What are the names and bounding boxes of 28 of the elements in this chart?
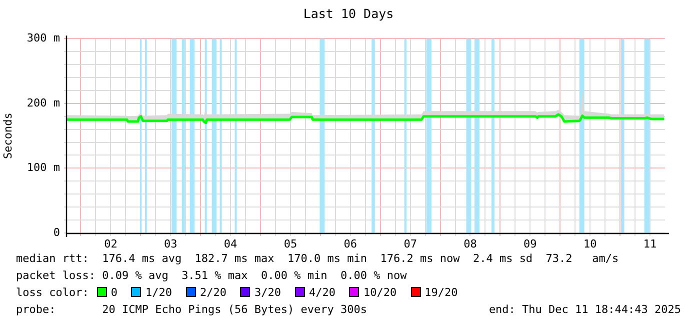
x-tick-label: 10 <box>583 237 597 250</box>
legend-label: 19/20 <box>424 286 458 299</box>
text: median rtt: 176.4 ms avg 182.7 ms max 170.0 ms min 176.2 ms now 2.4 ms sd 73.2 am/s <box>16 252 619 265</box>
x-tick-label: 09 <box>524 237 537 250</box>
text: probe: 20 ICMP Echo Pings (56 Bytes) every 300s <box>16 303 367 316</box>
y-tick-label: 100 m <box>26 161 60 174</box>
legend-label: 10/20 <box>363 286 397 299</box>
text: end: Thu Dec 11 18:44:43 2025 <box>488 303 681 316</box>
legend-label: 4/20 <box>308 286 336 299</box>
legend-label: 2/20 <box>200 286 226 299</box>
x-tick-label: 02 <box>104 237 118 250</box>
legend-label: 0 <box>110 286 118 299</box>
y-axis-title: Seconds <box>1 112 14 159</box>
x-tick-label: 07 <box>404 237 417 250</box>
legend-title: loss color: <box>16 286 89 299</box>
x-tick-label: 11 <box>643 237 657 250</box>
y-tick-label: 200 m <box>26 96 60 110</box>
text: packet loss: 0.09 % avg 3.51 % max 0.00 % min 0.00 % now <box>16 269 407 282</box>
x-tick-label: 03 <box>164 237 178 250</box>
legend-label: 3/20 <box>254 286 281 299</box>
x-tick-label: 06 <box>344 237 358 250</box>
x-tick-label: 05 <box>284 237 298 250</box>
legend-label: 1/20 <box>145 286 172 299</box>
chart-title: Last 10 Days <box>302 6 395 21</box>
y-tick-label: 300 m <box>26 31 60 44</box>
x-tick-label: 04 <box>224 237 238 250</box>
y-tick-label: 0 <box>53 226 60 239</box>
x-tick-label: 08 <box>464 237 477 250</box>
